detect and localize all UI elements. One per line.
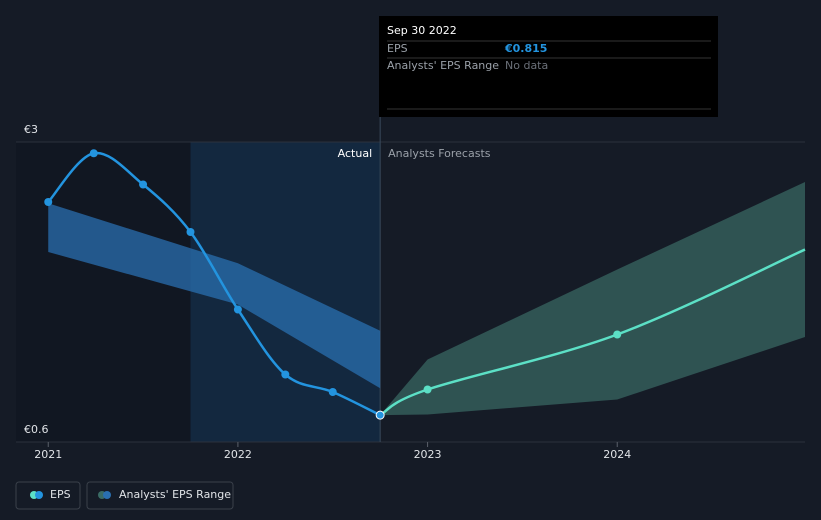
eps-point xyxy=(375,410,385,420)
eps-point xyxy=(233,305,242,314)
x-tick-label: 2022 xyxy=(224,448,252,461)
x-tick-label: 2023 xyxy=(414,448,442,461)
eps-point xyxy=(328,388,337,396)
eps-point xyxy=(44,198,53,206)
eps-line xyxy=(47,151,381,417)
tooltip-label: Analysts' EPS Range xyxy=(387,59,499,72)
actual-label: Actual xyxy=(338,147,372,160)
eps-forecast-point xyxy=(423,385,432,394)
eps-range-band xyxy=(48,203,381,389)
eps-range-forecast-band xyxy=(380,182,805,416)
past-region xyxy=(16,142,191,442)
legend-label: EPS xyxy=(50,488,71,501)
forecast-label: Analysts Forecasts xyxy=(388,147,491,160)
plot xyxy=(44,149,806,420)
tooltip-value: No data xyxy=(505,59,548,72)
legend: EPS Analysts' EPS Range xyxy=(15,481,234,510)
y-tick-label: €0.6 xyxy=(24,423,49,436)
x-tick-label: 2024 xyxy=(603,448,631,461)
legend-label: Analysts' EPS Range xyxy=(119,488,231,501)
x-tick-label: 2021 xyxy=(34,448,62,461)
tooltip-label: EPS xyxy=(387,42,408,55)
eps-forecast-point xyxy=(613,330,622,339)
eps-forecast-line xyxy=(379,248,806,417)
eps-point xyxy=(139,180,148,189)
legend-button[interactable] xyxy=(15,481,81,510)
tooltip-value: €0.815 xyxy=(504,42,547,55)
legend-swatch xyxy=(103,491,111,499)
eps-point xyxy=(186,228,195,236)
legend-button[interactable] xyxy=(86,481,234,510)
y-tick-label: €3 xyxy=(24,123,38,136)
legend-swatch xyxy=(35,491,43,499)
tooltip-title: Sep 30 2022 xyxy=(387,24,457,37)
tooltip-box xyxy=(379,16,718,117)
eps-point xyxy=(89,149,98,158)
eps-point xyxy=(281,370,290,379)
